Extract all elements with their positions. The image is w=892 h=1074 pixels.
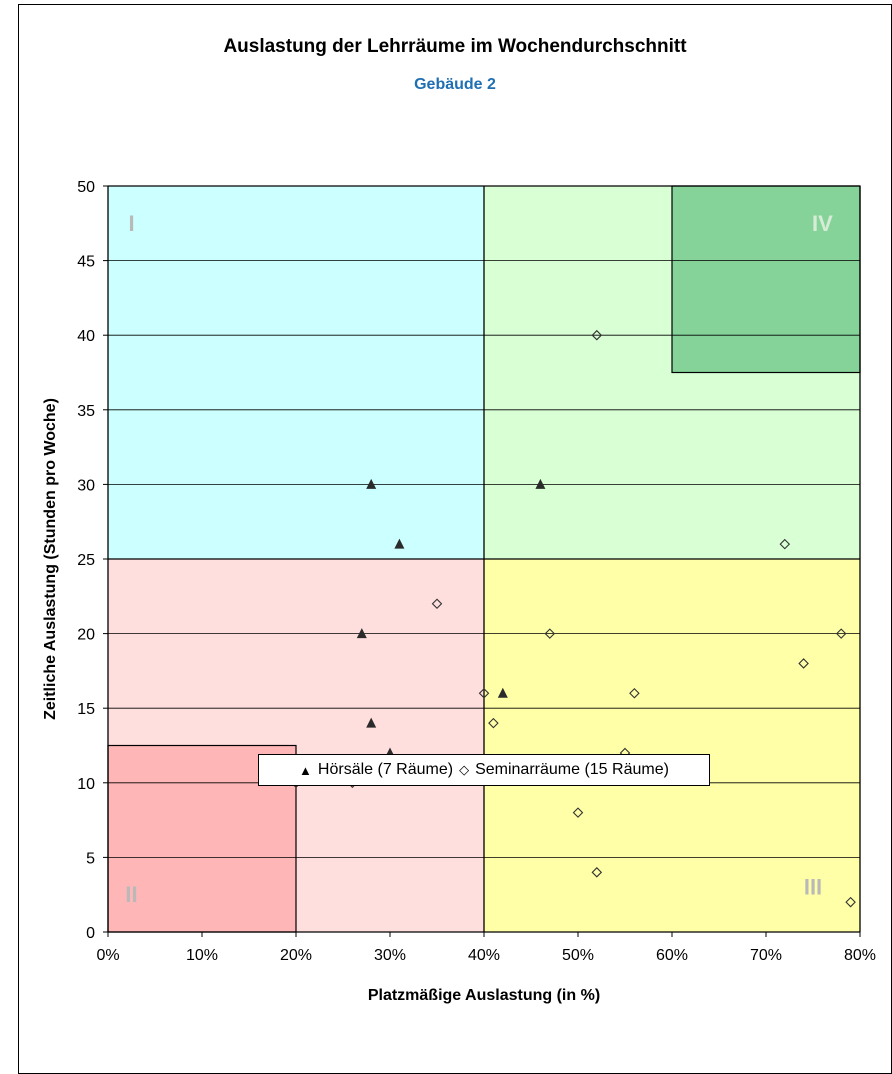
data-point-seminarraum <box>835 628 847 639</box>
x-tick-label: 0% <box>96 947 119 964</box>
quadrant-dividers <box>108 186 860 932</box>
data-point-seminarraum <box>798 658 809 669</box>
data-point-seminarraum <box>629 688 640 699</box>
quadrant-regions <box>107 185 861 933</box>
y-tick-label: 15 <box>77 701 95 718</box>
data-point-hoersaal <box>394 538 405 549</box>
chart-title: Auslastung der Lehrräume im Wochendurchs… <box>223 36 687 57</box>
data-point-hoersaal <box>497 687 508 698</box>
data-point-hoersaal <box>366 478 377 489</box>
highlight-region-2 <box>671 185 861 374</box>
chart-subtitle: Gebäude 2 <box>414 76 496 93</box>
quadrant-label-III: III <box>804 875 822 900</box>
data-point-seminarraum <box>779 538 791 550</box>
legend-triangle-icon: ▲ <box>299 762 312 778</box>
x-tick-label: 50% <box>562 947 594 964</box>
data-point-hoersaal <box>366 717 377 728</box>
x-tick-label: 60% <box>656 947 688 964</box>
y-tick-label: 40 <box>77 328 95 345</box>
quadrant-label-II: II <box>125 882 137 907</box>
y-tick-label: 5 <box>86 850 95 867</box>
x-axis-label: Platzmäßige Auslastung (in %) <box>368 987 600 1004</box>
x-tick-label: 40% <box>468 947 500 964</box>
y-tick-labels: 0 5 10 15 20 25 30 35 40 45 50 <box>77 179 108 942</box>
legend: ▲ Hörsäle (7 Räume) ◇ Seminarräume (15 R… <box>258 754 710 786</box>
data-point-seminarraum <box>431 598 443 610</box>
x-tick-label: 70% <box>750 947 782 964</box>
y-tick-label: 25 <box>77 552 95 569</box>
y-tick-label: 0 <box>86 925 95 942</box>
x-tick-label: 80% <box>844 947 876 964</box>
data-point-hoersaal <box>535 478 546 489</box>
y-axis-label: Zeitliche Auslastung (Stunden pro Woche) <box>42 398 59 720</box>
y-tick-label: 10 <box>77 776 95 793</box>
legend-label-seminarraeume: Seminarräume (15 Räume) <box>475 761 669 778</box>
data-point-seminarraum <box>845 896 856 908</box>
data-point-seminarraum <box>478 688 490 699</box>
y-tick-label: 50 <box>77 179 95 196</box>
data-point-seminarraum <box>591 329 603 341</box>
x-tick-label: 20% <box>280 947 312 964</box>
x-tick-label: 10% <box>186 947 218 964</box>
quadrant-label-I: I <box>128 211 134 236</box>
data-point-seminarraum <box>544 628 556 639</box>
legend-label-hoersaele: Hörsäle (7 Räume) <box>317 761 454 778</box>
y-tick-label: 35 <box>77 403 95 420</box>
x-tick-labels: 0% 10% 20% 30% 40% 50% 60% 70% 80% <box>96 932 876 964</box>
y-tick-label: 30 <box>77 477 95 494</box>
y-tick-label: 45 <box>77 254 95 271</box>
data-point-seminarraum <box>591 867 603 878</box>
x-tick-label: 30% <box>374 947 406 964</box>
data-point-seminarraum <box>572 807 584 818</box>
y-tick-label: 20 <box>77 627 95 644</box>
data-point-hoersaal <box>356 628 367 639</box>
region-3 <box>484 559 860 932</box>
legend-diamond-icon: ◇ <box>459 762 470 777</box>
region-1 <box>108 186 484 559</box>
quadrant-label-IV: IV <box>812 211 833 236</box>
data-point-seminarraum <box>488 717 499 729</box>
